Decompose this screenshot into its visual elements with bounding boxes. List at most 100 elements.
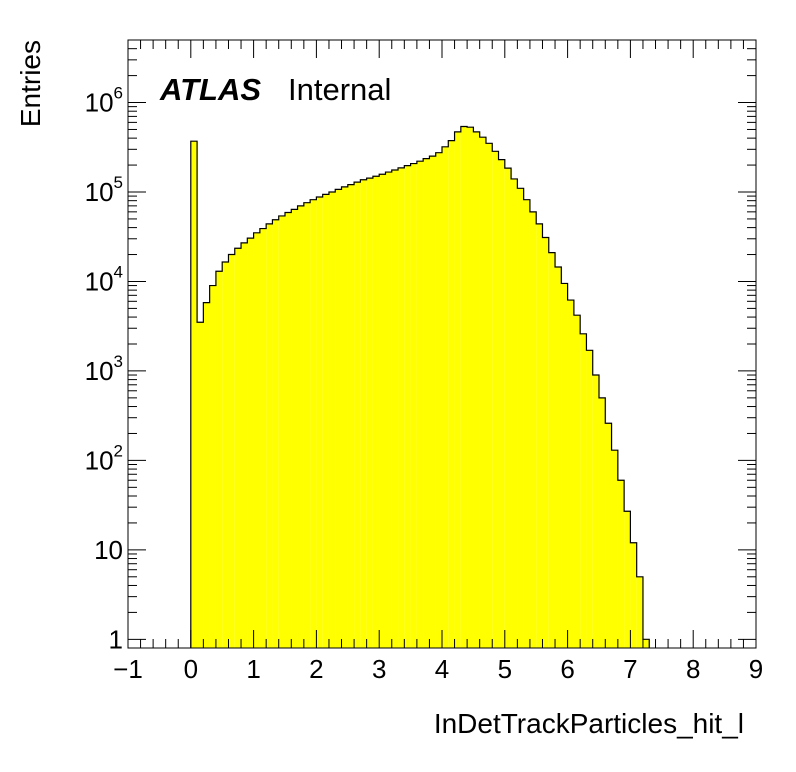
- histogram-bin: [310, 199, 317, 648]
- histogram-bin: [580, 333, 587, 648]
- histogram-bin: [228, 254, 235, 648]
- histogram-bin: [429, 156, 436, 648]
- histogram-bin: [209, 285, 216, 648]
- histogram-bin: [341, 186, 348, 649]
- histogram-bin: [511, 178, 518, 648]
- histogram-bin: [316, 196, 323, 648]
- histogram-bin: [479, 137, 486, 648]
- histogram-bin: [529, 211, 537, 649]
- histogram-bin: [473, 131, 480, 648]
- histogram-bin: [303, 202, 311, 648]
- histogram-bin: [573, 315, 581, 648]
- x-tick-label: 5: [498, 654, 512, 684]
- x-tick-label: 9: [749, 654, 763, 684]
- histogram-bin: [335, 189, 342, 648]
- x-tick-label: 6: [560, 654, 574, 684]
- axis-ticks: [127, 39, 757, 648]
- histogram-bin: [454, 131, 461, 648]
- histogram-bin: [410, 163, 417, 648]
- histogram-bin: [611, 450, 618, 648]
- histogram-bin: [234, 248, 242, 649]
- histogram-bin: [448, 140, 455, 648]
- y-tick-label: 102: [85, 441, 123, 475]
- histogram-bin: [605, 423, 612, 648]
- x-tick-label: 8: [686, 654, 700, 684]
- histogram-bin: [642, 639, 650, 648]
- x-tick-label: 7: [623, 654, 637, 684]
- y-axis-title: Entries: [15, 40, 46, 127]
- histogram-bin: [561, 283, 568, 648]
- histogram-bin: [197, 322, 204, 648]
- histogram-bin: [617, 480, 625, 648]
- histogram-bin: [266, 223, 273, 648]
- histogram-bin: [592, 375, 599, 648]
- histogram-bin: [360, 179, 367, 648]
- y-tick-label: 10: [94, 535, 123, 565]
- histogram-bin: [542, 237, 549, 649]
- histogram-bin: [498, 159, 505, 648]
- internal-label: Internal: [288, 72, 391, 107]
- y-tick-label: 104: [85, 262, 123, 296]
- histogram-bin: [599, 397, 606, 648]
- histogram-bin: [190, 141, 198, 648]
- histogram-bin: [442, 146, 449, 648]
- y-tick-label: 105: [85, 173, 123, 207]
- histogram-bin: [435, 152, 442, 648]
- histogram-bin: [624, 511, 631, 648]
- histogram-bin: [366, 178, 373, 648]
- histogram-bin: [555, 267, 562, 648]
- x-axis-title: InDetTrackParticles_hit_l: [434, 708, 744, 739]
- y-tick-label: 103: [85, 352, 123, 386]
- histogram-bin: [285, 212, 292, 648]
- histogram-bin: [423, 158, 430, 648]
- y-tick-label: 1: [109, 624, 123, 654]
- histogram-bin: [391, 170, 399, 648]
- x-tick-label: 2: [309, 654, 323, 684]
- histogram-bin: [247, 238, 254, 648]
- histogram-bin: [322, 194, 329, 648]
- histogram-bin: [567, 300, 574, 648]
- histogram-bin: [222, 262, 229, 648]
- x-tick-labels: −1 0 1 2 3 4 5 6 7 8 9: [113, 654, 763, 684]
- x-tick-label: 0: [184, 654, 198, 684]
- histogram-bin: [203, 302, 210, 648]
- histogram-bin: [259, 228, 267, 648]
- histogram-bin: [253, 232, 260, 648]
- histogram-bin: [536, 223, 543, 648]
- histogram-bin: [416, 161, 424, 649]
- histogram-bin: [636, 576, 643, 648]
- x-tick-label: 3: [372, 654, 386, 684]
- histogram-bin: [586, 350, 593, 648]
- histogram-bin: [385, 172, 392, 648]
- histogram-bin: [398, 167, 405, 648]
- histogram-bin: [291, 209, 298, 648]
- histogram-bin: [272, 219, 279, 648]
- atlas-label: ATLAS: [159, 72, 261, 107]
- histogram-bin: [404, 165, 411, 649]
- histogram-bin: [328, 192, 336, 648]
- histogram-outline: [190, 125, 650, 648]
- x-tick-label: −1: [113, 654, 143, 684]
- histogram-bin: [460, 126, 468, 648]
- y-tick-label: 106: [85, 84, 123, 118]
- histogram-bin: [241, 242, 248, 648]
- histogram-bin: [215, 271, 223, 648]
- histogram-bars: [190, 125, 650, 649]
- histogram-bin: [523, 199, 530, 648]
- histogram-bin: [379, 174, 386, 649]
- histogram-bin: [372, 176, 380, 648]
- histogram-bin: [548, 252, 556, 648]
- histogram-bin: [467, 127, 474, 648]
- x-tick-label: 1: [246, 654, 260, 684]
- histogram-bin: [504, 168, 512, 648]
- histogram-bin: [347, 184, 355, 649]
- histogram-bin: [492, 151, 499, 648]
- x-tick-label: 4: [435, 654, 449, 684]
- histogram-bin: [630, 542, 637, 648]
- histogram-bin: [297, 205, 304, 648]
- histogram-bin: [278, 215, 285, 648]
- histogram-bin: [354, 182, 361, 648]
- histogram-bin: [517, 188, 524, 649]
